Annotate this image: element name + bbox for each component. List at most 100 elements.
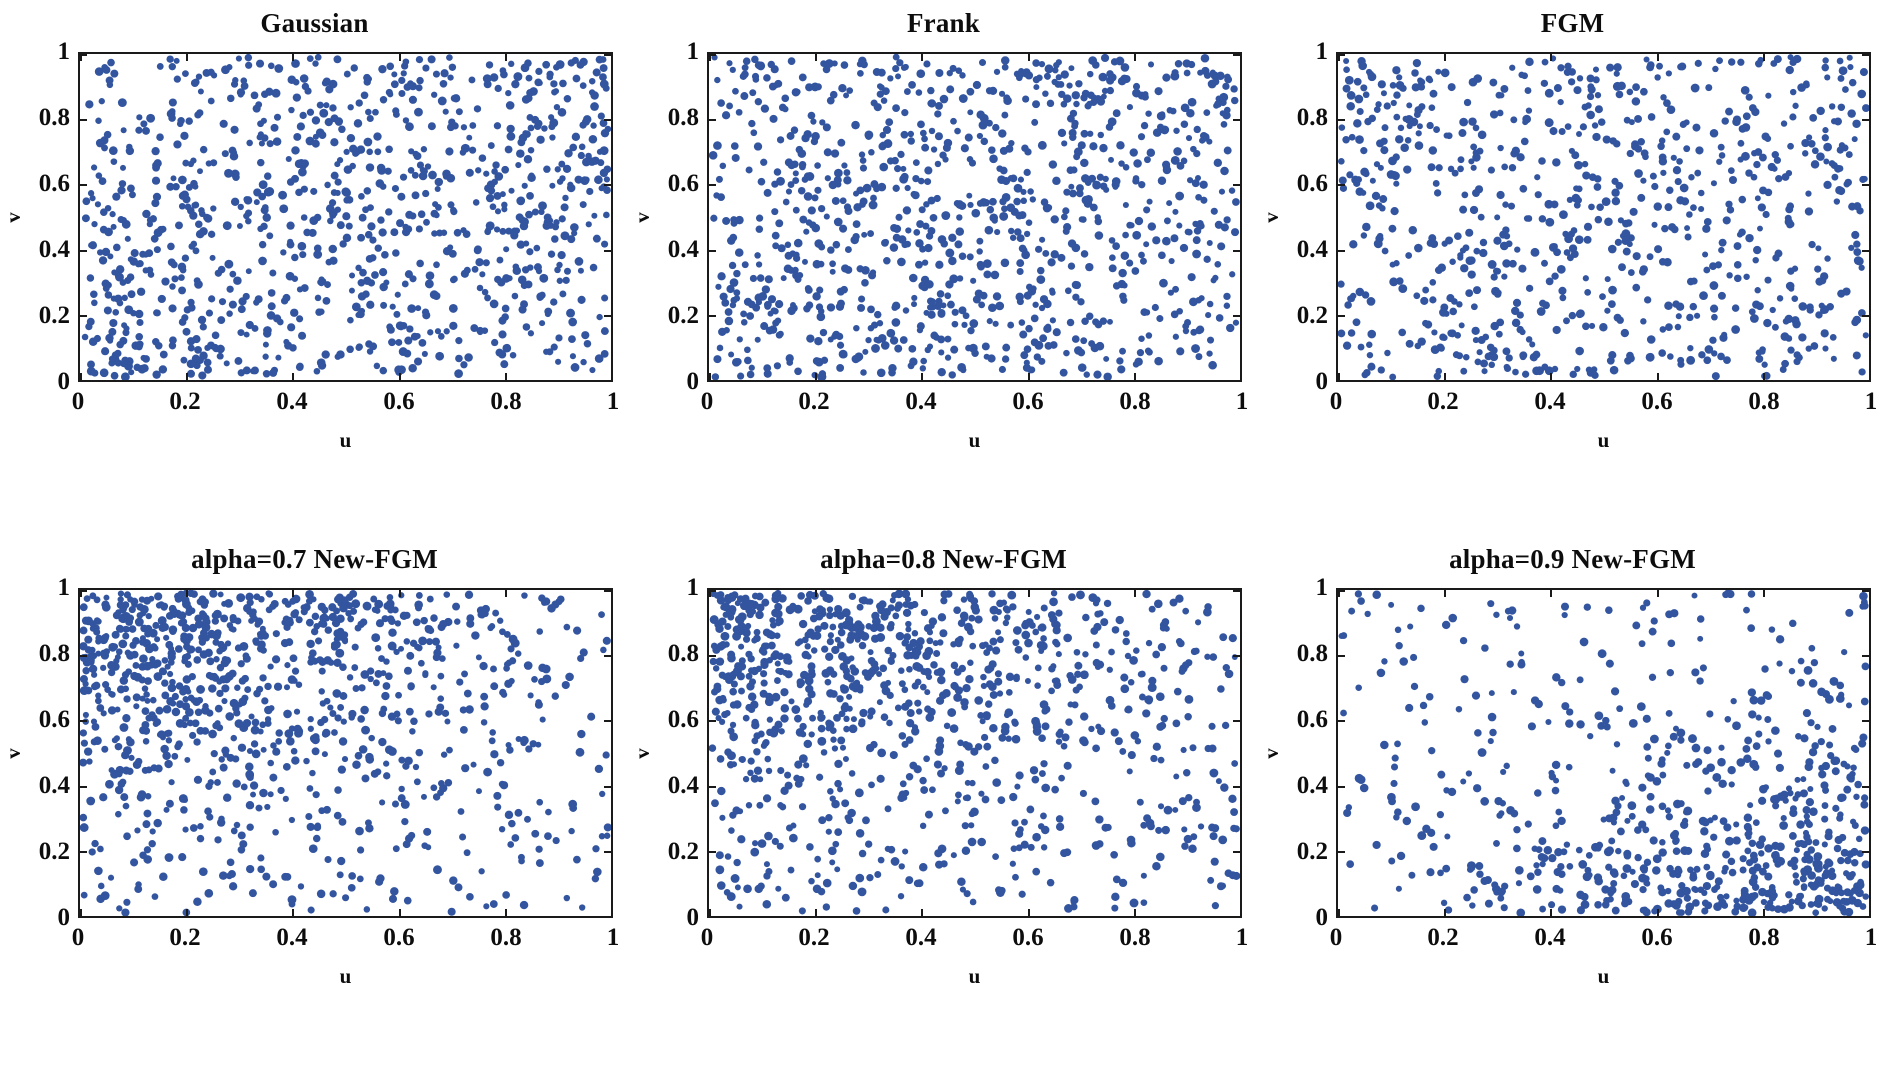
- y-axis-tick-right: [1233, 119, 1240, 122]
- y-axis-label: v: [629, 748, 654, 759]
- x-axis-tick: [292, 909, 295, 916]
- y-axis-tick-right: [1862, 916, 1869, 918]
- plot-area: [78, 52, 613, 382]
- x-axis-tick-top: [292, 590, 295, 597]
- y-axis-tick: [80, 720, 87, 723]
- y-axis-tick: [80, 54, 87, 56]
- x-axis-tick-top: [921, 590, 924, 597]
- y-axis-tick: [1338, 785, 1345, 788]
- y-tick-label: 0.2: [667, 838, 699, 865]
- y-tick-label: 1: [1315, 574, 1329, 601]
- x-axis-tick-top: [398, 590, 401, 597]
- y-axis-tick-right: [604, 54, 611, 56]
- y-axis-tick: [709, 590, 716, 592]
- x-axis-tick: [1656, 373, 1659, 380]
- y-tick-label: 0.6: [1296, 706, 1328, 733]
- x-axis-tick: [1869, 909, 1871, 916]
- x-tick-label: 0.6: [1641, 388, 1673, 415]
- y-axis-tick-right: [1233, 916, 1240, 918]
- y-tick-label: 0: [57, 904, 71, 931]
- y-axis-tick: [709, 314, 716, 317]
- y-axis-tick: [1338, 720, 1345, 723]
- x-axis-tick: [1762, 909, 1765, 916]
- x-tick-label: 0.6: [1012, 388, 1044, 415]
- plot-area: [1336, 588, 1871, 918]
- x-tick-label: 0.8: [1748, 924, 1780, 951]
- x-axis-tick: [1762, 373, 1765, 380]
- x-axis-tick-top: [611, 590, 613, 597]
- subplot-title: alpha=0.9 New-FGM: [1449, 544, 1696, 574]
- y-tick-label: 0.4: [667, 236, 699, 263]
- x-axis-tick-top: [1133, 54, 1136, 61]
- y-axis-tick-right: [1233, 380, 1240, 382]
- scatter-points: [80, 590, 611, 916]
- y-axis-tick: [80, 314, 87, 317]
- y-tick-label: 0: [1315, 368, 1329, 395]
- x-tick-label: 0: [700, 924, 714, 951]
- x-axis-tick-top: [1240, 54, 1242, 61]
- x-axis-tick-top: [80, 54, 82, 61]
- y-tick-label: 0.8: [38, 640, 70, 667]
- x-axis-tick: [1444, 373, 1447, 380]
- y-tick-label: 0.4: [1296, 236, 1328, 263]
- plot-area: [78, 588, 613, 918]
- y-axis-tick: [709, 249, 716, 252]
- x-tick-label: 1: [606, 924, 620, 951]
- x-axis-label: u: [339, 964, 352, 988]
- y-axis-tick-right: [1862, 850, 1869, 853]
- y-tick-label: 0.2: [1296, 302, 1328, 329]
- y-axis-tick-right: [1862, 314, 1869, 317]
- y-axis-tick-right: [1862, 720, 1869, 723]
- x-tick-label: 1: [606, 388, 620, 415]
- y-axis-tick-right: [1233, 54, 1240, 56]
- x-axis-label: u: [1597, 428, 1610, 452]
- y-axis-tick-right: [604, 184, 611, 187]
- y-axis-tick: [1338, 916, 1345, 918]
- x-axis-tick: [611, 909, 613, 916]
- subplot-panel: Gaussian 0 0 0.2 0.2 0.4 0.4 0.6 0.6 0.8 0.8 1 1 u v: [0, 0, 629, 536]
- y-axis-tick: [1338, 850, 1345, 853]
- y-axis-tick: [709, 850, 716, 853]
- x-axis-tick-top: [1240, 590, 1242, 597]
- x-axis-tick: [1338, 909, 1340, 916]
- x-tick-label: 0.2: [798, 388, 830, 415]
- x-tick-label: 0.8: [1748, 388, 1780, 415]
- x-axis-tick-top: [504, 590, 507, 597]
- y-axis-tick: [1338, 54, 1345, 56]
- x-tick-label: 1: [1864, 924, 1878, 951]
- y-axis-tick: [1338, 249, 1345, 252]
- subplot-panel: alpha=0.8 New-FGM 0 0 0.2 0.2 0.4 0.4 0.6 0.6 0.8…: [629, 536, 1258, 1072]
- x-axis-tick-top: [504, 54, 507, 61]
- x-tick-label: 1: [1235, 388, 1249, 415]
- x-tick-label: 0.4: [905, 388, 937, 415]
- x-axis-tick: [398, 909, 401, 916]
- y-axis-tick-right: [1233, 314, 1240, 317]
- x-axis-tick-top: [815, 590, 818, 597]
- x-tick-label: 0: [1329, 924, 1343, 951]
- x-axis-tick-top: [186, 54, 189, 61]
- x-axis-label: u: [968, 964, 981, 988]
- x-tick-label: 0.6: [383, 388, 415, 415]
- x-axis-tick: [80, 909, 82, 916]
- subplot-panel: alpha=0.7 New-FGM 0 0 0.2 0.2 0.4 0.4 0.6 0.6 0.8…: [0, 536, 629, 1072]
- x-axis-tick: [186, 909, 189, 916]
- x-tick-label: 0.4: [276, 388, 308, 415]
- x-tick-label: 0.8: [490, 388, 522, 415]
- y-axis-tick: [709, 655, 716, 658]
- subplot-title: Gaussian: [260, 8, 369, 38]
- plot-area: [707, 52, 1242, 382]
- x-axis-tick-top: [292, 54, 295, 61]
- y-axis-tick-right: [1862, 785, 1869, 788]
- y-axis-tick-right: [604, 380, 611, 382]
- x-axis-tick-top: [1550, 54, 1553, 61]
- plot-area: [1336, 52, 1871, 382]
- scatter-points: [80, 54, 611, 380]
- y-axis-tick: [80, 249, 87, 252]
- x-tick-label: 0.8: [490, 924, 522, 951]
- y-axis-tick-right: [1233, 249, 1240, 252]
- y-tick-label: 0.8: [667, 640, 699, 667]
- x-axis-tick-top: [1869, 590, 1871, 597]
- y-tick-label: 0.8: [1296, 640, 1328, 667]
- x-axis-tick-top: [1444, 54, 1447, 61]
